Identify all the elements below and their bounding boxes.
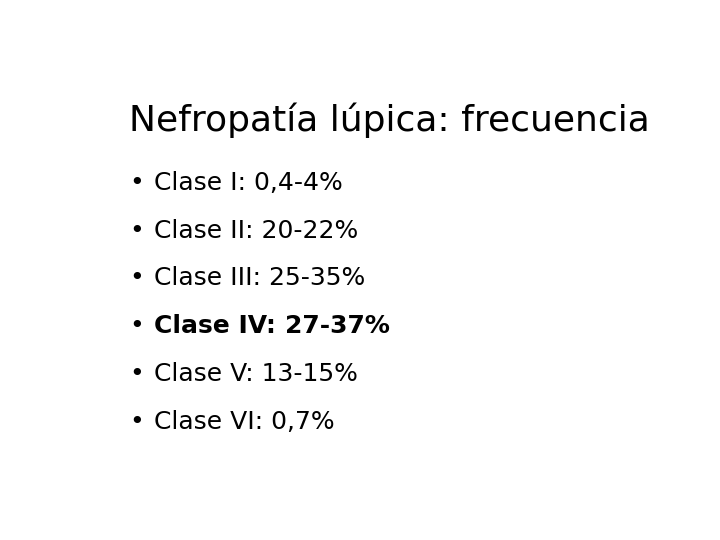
Text: 27-37%: 27-37% [285,314,390,338]
Text: Clase V: 13-15%: Clase V: 13-15% [154,362,358,386]
Text: Nefropatía lúpica: frecuencia: Nefropatía lúpica: frecuencia [129,102,650,138]
Text: •: • [129,266,144,291]
Text: •: • [129,219,144,242]
Text: Clase II: 20-22%: Clase II: 20-22% [154,219,359,242]
Text: •: • [129,410,144,434]
Text: Clase VI: 0,7%: Clase VI: 0,7% [154,410,335,434]
Text: •: • [129,314,144,338]
Text: Clase III: 25-35%: Clase III: 25-35% [154,266,366,291]
Text: Clase I: 0,4-4%: Clase I: 0,4-4% [154,171,343,195]
Text: •: • [129,362,144,386]
Text: Clase IV:: Clase IV: [154,314,285,338]
Text: •: • [129,171,144,195]
